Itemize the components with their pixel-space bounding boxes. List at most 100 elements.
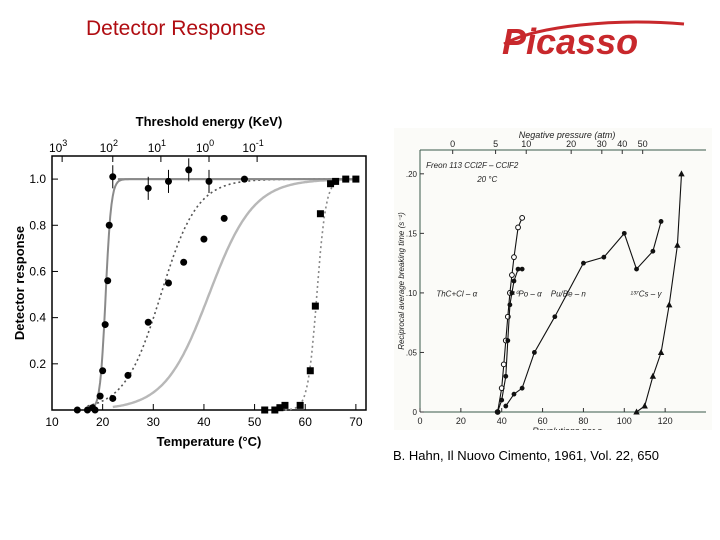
picasso-logo: Picasso	[502, 20, 685, 62]
y-tick-label: .05	[406, 348, 418, 357]
x-tick-label: 120	[658, 416, 673, 426]
data-point	[503, 403, 509, 409]
x-tick-label: 10	[45, 415, 59, 429]
data-point	[507, 302, 513, 308]
series-annotation: ¹³⁷Cs – γ	[630, 289, 662, 298]
x-tick-label: 60	[538, 416, 548, 426]
data-point	[306, 367, 314, 375]
logo-text: Picasso	[502, 21, 638, 62]
note-freon: Freon 113 CCl2F – CClF2	[426, 161, 519, 170]
data-point	[99, 367, 107, 375]
y-axis-label: Reciprocal average breaking time (s⁻¹)	[397, 212, 406, 350]
x-tick-label: 70	[349, 415, 363, 429]
detector-response-chart: 10 20 30 40 50 60 70 0.2 0.4 0.6 0.8 1.0 103 102 101 10…	[12, 114, 367, 449]
x-tick-label: 50	[248, 415, 262, 429]
data-point	[240, 175, 248, 183]
top-tick-label: 100	[196, 138, 214, 155]
curve-dotted-high	[284, 178, 356, 411]
data-point	[281, 401, 289, 409]
y-axis-label: Detector response	[12, 226, 27, 340]
y-tick-label: 1.0	[29, 172, 46, 186]
data-point	[104, 277, 112, 285]
data-point	[342, 175, 350, 183]
data-point	[674, 241, 681, 248]
y-tick-label: 0.2	[29, 357, 46, 371]
x-tick-label: 80	[578, 416, 588, 426]
top-tick-label: 10-1	[242, 138, 263, 155]
top-axis-label: Threshold energy (KeV)	[136, 114, 283, 129]
top-tick-label: 102	[100, 138, 118, 155]
data-point	[633, 408, 640, 415]
data-point	[657, 348, 665, 355]
y-tick-label: 0	[413, 408, 418, 417]
x-tick-label: 0	[417, 416, 422, 426]
top-tick-label: 20	[566, 139, 576, 149]
x-tick-label: 60	[299, 415, 313, 429]
data-point	[511, 391, 517, 397]
data-point	[180, 258, 188, 266]
data-point	[519, 214, 526, 221]
top-tick-label: 50	[638, 139, 648, 149]
data-point	[276, 404, 284, 412]
data-point	[124, 371, 132, 379]
x-tick-label: 20	[96, 415, 110, 429]
data-point	[515, 266, 521, 272]
data-point	[500, 361, 507, 368]
x-axis-label: Revolutions per s	[532, 426, 602, 430]
data-point	[296, 401, 304, 409]
data-point	[495, 409, 501, 415]
data-point	[352, 175, 360, 183]
x-axis-label: Temperature (°C)	[157, 434, 262, 449]
data-point	[332, 177, 340, 185]
data-point	[519, 266, 525, 272]
top-tick-label: 101	[148, 138, 166, 155]
data-point	[650, 248, 656, 254]
data-point	[634, 266, 639, 272]
x-tick-label: 20	[456, 416, 466, 426]
x-tick-label: 30	[147, 415, 161, 429]
citation: B. Hahn, Il Nuovo Cimento, 1961, Vol. 22…	[393, 448, 659, 463]
data-point	[271, 406, 279, 414]
slide-title: Detector Response	[86, 17, 266, 40]
data-point	[311, 302, 319, 310]
top-tick-label: 10	[521, 139, 531, 149]
y-tick-label: 0.8	[29, 218, 46, 232]
data-point	[509, 290, 515, 296]
data-point	[109, 394, 117, 402]
note-temperature: 20 °C	[476, 175, 497, 184]
y-tick-label: 0.4	[29, 311, 46, 325]
top-tick-label: 0	[450, 139, 455, 149]
top-tick-label: 5	[493, 139, 498, 149]
data-point	[105, 221, 113, 229]
data-point	[552, 314, 558, 320]
data-point	[200, 235, 208, 243]
data-point	[532, 350, 537, 355]
data-point	[658, 219, 664, 224]
data-point	[499, 397, 505, 403]
series-annotation: ²¹⁰Po – α	[510, 289, 542, 298]
data-point	[144, 318, 152, 326]
data-point	[73, 406, 81, 414]
x-tick-label: 100	[617, 416, 632, 426]
data-point	[505, 338, 511, 343]
data-point	[509, 272, 515, 278]
data-point	[511, 254, 517, 261]
data-point	[649, 372, 657, 379]
data-point	[581, 260, 586, 266]
data-point	[666, 301, 673, 308]
data-point	[89, 404, 97, 412]
data-point	[641, 402, 648, 409]
data-point	[164, 279, 172, 287]
data-point	[621, 230, 627, 236]
breaking-time-chart: 0 20 40 60 80 100 120 0 .05 .10 .15 .20 0 5 10 20 30 40 50…	[394, 128, 712, 430]
x-tick-label: 40	[497, 416, 507, 426]
x-tick-label: 40	[197, 415, 211, 429]
curve-gray-wide	[112, 178, 356, 409]
series-annotation: ThC+Cl – α	[436, 289, 477, 298]
data-point	[96, 392, 104, 400]
scan-background	[394, 128, 712, 430]
data-point	[519, 385, 525, 391]
y-tick-label: .20	[406, 170, 418, 179]
data-point	[261, 406, 269, 414]
top-tick-label: 30	[597, 139, 607, 149]
